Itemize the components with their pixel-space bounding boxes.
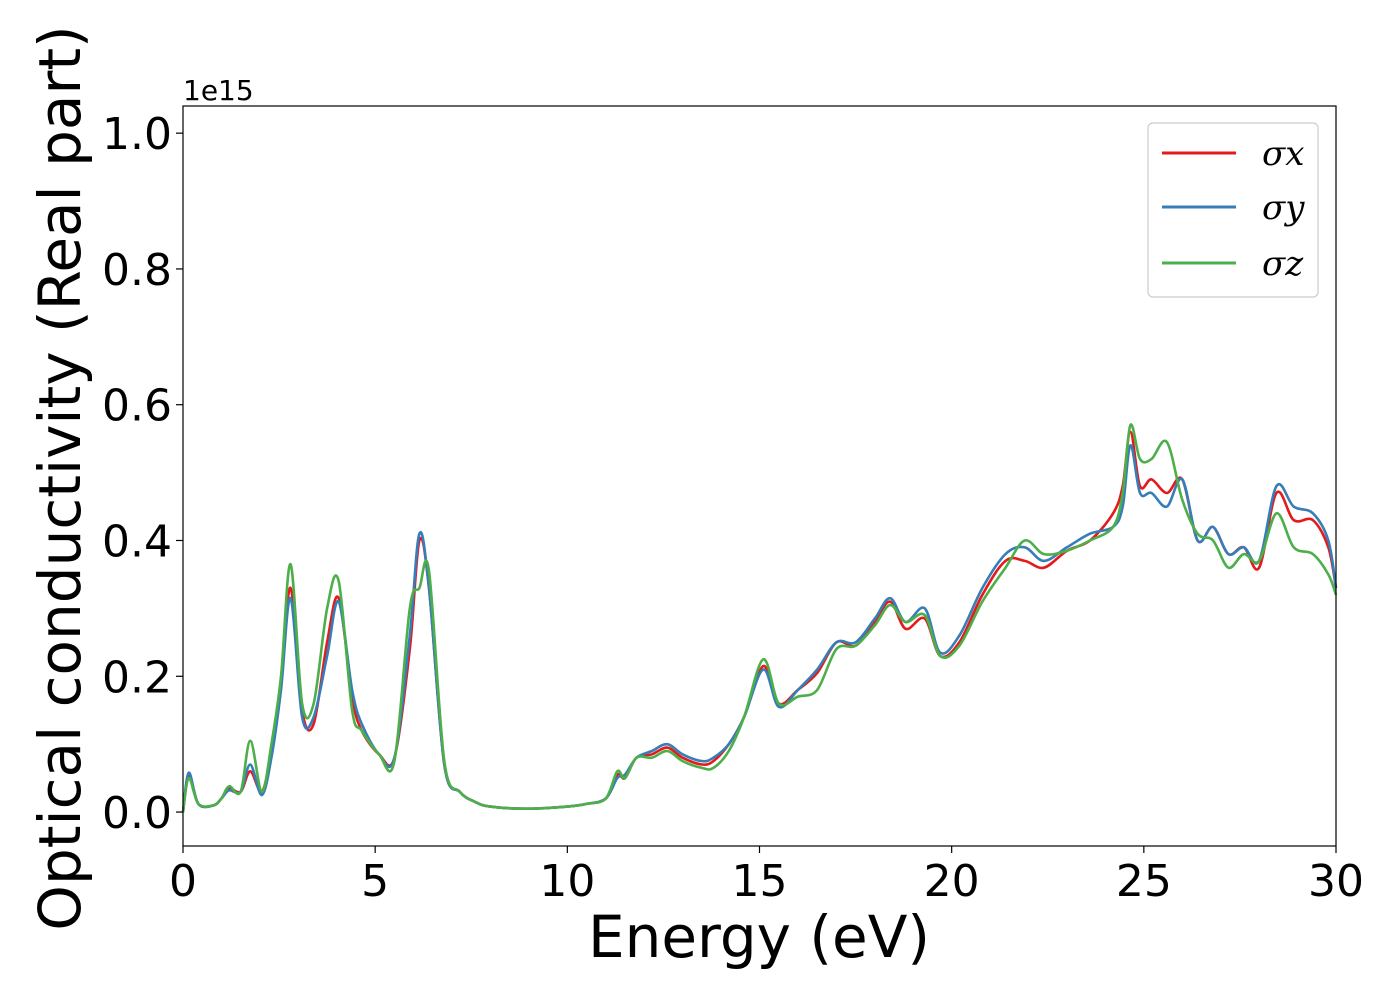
y-tick-label: 0.6 xyxy=(102,381,172,432)
legend-label-sigma-y: σy xyxy=(1262,188,1305,228)
y-tick-label: 1.0 xyxy=(102,109,172,160)
y-tick-label: 0.4 xyxy=(102,516,172,567)
y-tick-label: 0.0 xyxy=(102,788,172,839)
x-tick-label: 30 xyxy=(1308,856,1364,907)
x-tick-label: 20 xyxy=(924,856,980,907)
x-axis: 0 5 10 15 20 25 30 xyxy=(169,846,1364,907)
x-axis-title: Energy (eV) xyxy=(588,903,930,971)
x-tick-label: 15 xyxy=(732,856,788,907)
plot-lines xyxy=(181,423,1338,813)
y-tick-label: 0.8 xyxy=(102,245,172,296)
series-line-sigma-y xyxy=(181,444,1338,813)
x-tick-label: 10 xyxy=(539,856,595,907)
y-offset-label: 1e15 xyxy=(183,74,254,107)
x-tick-label: 5 xyxy=(361,856,389,907)
series-line-sigma-z xyxy=(181,423,1338,813)
y-axis: 0.0 0.2 0.4 0.6 0.8 1.0 xyxy=(102,109,183,839)
legend-label-sigma-z: σz xyxy=(1262,244,1304,284)
legend-box xyxy=(1147,122,1319,298)
x-tick-label: 0 xyxy=(169,856,197,907)
y-axis-title: Optical conductivity (Real part) xyxy=(26,25,94,930)
legend: σx σy σz xyxy=(1147,122,1319,298)
y-tick-label: 0.2 xyxy=(102,652,172,703)
legend-label-sigma-x: σx xyxy=(1262,134,1304,174)
x-tick-label: 25 xyxy=(1116,856,1172,907)
